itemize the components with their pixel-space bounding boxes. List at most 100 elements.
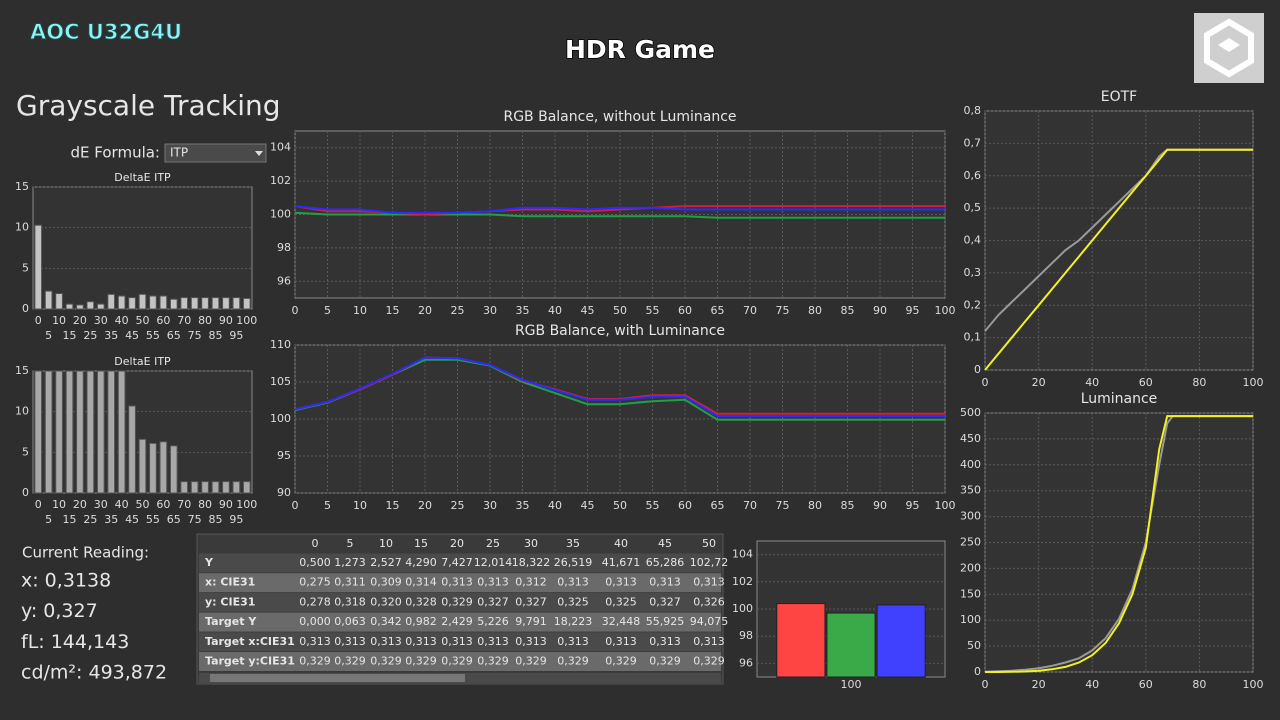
x-tick-label: 25	[83, 513, 97, 526]
panel-title: Grayscale Tracking	[16, 89, 281, 122]
bar	[201, 481, 209, 494]
x-tick-label: 60	[156, 498, 170, 511]
table-cell: 12,014	[474, 556, 513, 569]
row-label: Target Y	[205, 615, 257, 628]
table-cell: 5,226	[477, 615, 509, 628]
table-cell: 0,325	[605, 595, 637, 608]
table-cell: 0,313	[605, 576, 637, 589]
x-tick-label: 80	[198, 498, 212, 511]
x-tick-label: 5	[45, 329, 52, 342]
table-cell: 0,320	[370, 595, 402, 608]
table-cell: 0,000	[299, 615, 331, 628]
x-tick-label: 55	[646, 499, 660, 512]
scroll-thumb[interactable]	[210, 674, 465, 682]
table-cell: 0,313	[370, 635, 402, 648]
x-tick-label: 35	[516, 304, 530, 317]
x-tick-label: 55	[646, 304, 660, 317]
x-tick-label: 20	[73, 314, 87, 327]
x-tick-label: 15	[63, 329, 77, 342]
bar	[876, 604, 926, 678]
x-tick-label: 20	[418, 304, 432, 317]
y-tick-label: 96	[739, 656, 753, 669]
table-cell: 0,312	[515, 576, 547, 589]
table-cell: 0,314	[405, 576, 437, 589]
chart-title: DeltaE ITP	[114, 355, 171, 368]
table-cell: 0,329	[477, 655, 509, 668]
y-tick-label: 350	[960, 484, 981, 497]
x-tick-label: 10	[353, 499, 367, 512]
table-header: 20	[450, 537, 464, 550]
row-label: y: CIE31	[205, 595, 255, 608]
bar	[826, 612, 876, 678]
bar	[44, 290, 53, 310]
y-tick-label: 105	[270, 375, 291, 388]
y-tick-label: 0,7	[964, 136, 982, 149]
table-header: 35	[566, 537, 580, 550]
x-tick-label: 70	[177, 498, 191, 511]
x-tick-label: 50	[613, 304, 627, 317]
x-tick-label: 75	[188, 513, 202, 526]
x-tick-label: 5	[324, 499, 331, 512]
table-header: 45	[658, 537, 672, 550]
chart-title: RGB Balance, without Luminance	[503, 109, 736, 125]
x-tick-label: 5	[324, 304, 331, 317]
reading-line: fL: 144,143	[21, 631, 129, 653]
x-tick-label: 40	[548, 304, 562, 317]
table-cell: 0,328	[405, 595, 437, 608]
chart: DeltaE ITP051015051015202530354045505560…	[15, 171, 257, 342]
x-tick-label: 0	[982, 376, 989, 389]
y-tick-label: 100	[270, 412, 291, 425]
y-tick-label: 400	[960, 458, 981, 471]
row-label: Y	[204, 556, 214, 569]
y-tick-label: 50	[967, 639, 981, 652]
table-cell: 0,329	[299, 655, 331, 668]
table-cell: 7,427	[441, 556, 473, 569]
table-row	[199, 612, 721, 632]
x-tick-label: 0	[292, 304, 299, 317]
table-cell: 55,925	[646, 615, 685, 628]
bar	[55, 370, 63, 494]
x-tick-label: 65	[711, 499, 725, 512]
y-tick-label: 98	[277, 241, 291, 254]
bar	[232, 481, 241, 494]
table-header: 5	[347, 537, 354, 550]
x-tick-label: 75	[776, 499, 790, 512]
x-tick-label: 15	[63, 513, 77, 526]
bar	[242, 481, 251, 494]
x-tick-label: 85	[841, 304, 855, 317]
x-tick-label: 80	[808, 499, 822, 512]
table-cell: 0,318	[334, 595, 366, 608]
table-cell: 0,278	[299, 595, 331, 608]
x-tick-label: 15	[386, 499, 400, 512]
chart: DeltaE ITP051015051015202530354045505560…	[15, 355, 257, 526]
x-tick-label: 70	[177, 314, 191, 327]
y-tick-label: 0	[974, 363, 981, 376]
bar	[128, 405, 136, 494]
table-header: 10	[379, 537, 393, 550]
y-tick-label: 104	[270, 141, 291, 154]
x-tick-label: 65	[167, 329, 181, 342]
y-tick-label: 96	[277, 274, 291, 287]
y-tick-label: 10	[15, 221, 29, 234]
table-header: 50	[702, 537, 716, 550]
x-tick-label: 20	[73, 498, 87, 511]
bar	[232, 297, 241, 310]
chart: EOTF 0 0,1 0,2 0,3 0,4 0,5 0,6 0,7 0,8 0 20 40 60 80 10…	[964, 89, 1264, 389]
y-tick-label: 0	[22, 302, 29, 315]
chart-title: Luminance	[1081, 391, 1158, 407]
x-tick-label: 25	[451, 499, 465, 512]
table-cell: 0,329	[605, 655, 637, 668]
bar	[117, 295, 126, 310]
x-tick-label: 100	[935, 304, 956, 317]
de-formula-dropdown[interactable]: ITP	[164, 143, 267, 163]
bar	[149, 442, 157, 494]
x-tick-label: 95	[906, 304, 920, 317]
bar	[159, 295, 168, 310]
de-formula-label: dE Formula:	[71, 144, 160, 162]
table-cell: 18,322	[512, 556, 551, 569]
table-cell: 0,313	[477, 635, 509, 648]
mode-title: HDR Game	[565, 35, 715, 64]
bar	[76, 370, 84, 494]
table-cell: 0,329	[557, 655, 589, 668]
